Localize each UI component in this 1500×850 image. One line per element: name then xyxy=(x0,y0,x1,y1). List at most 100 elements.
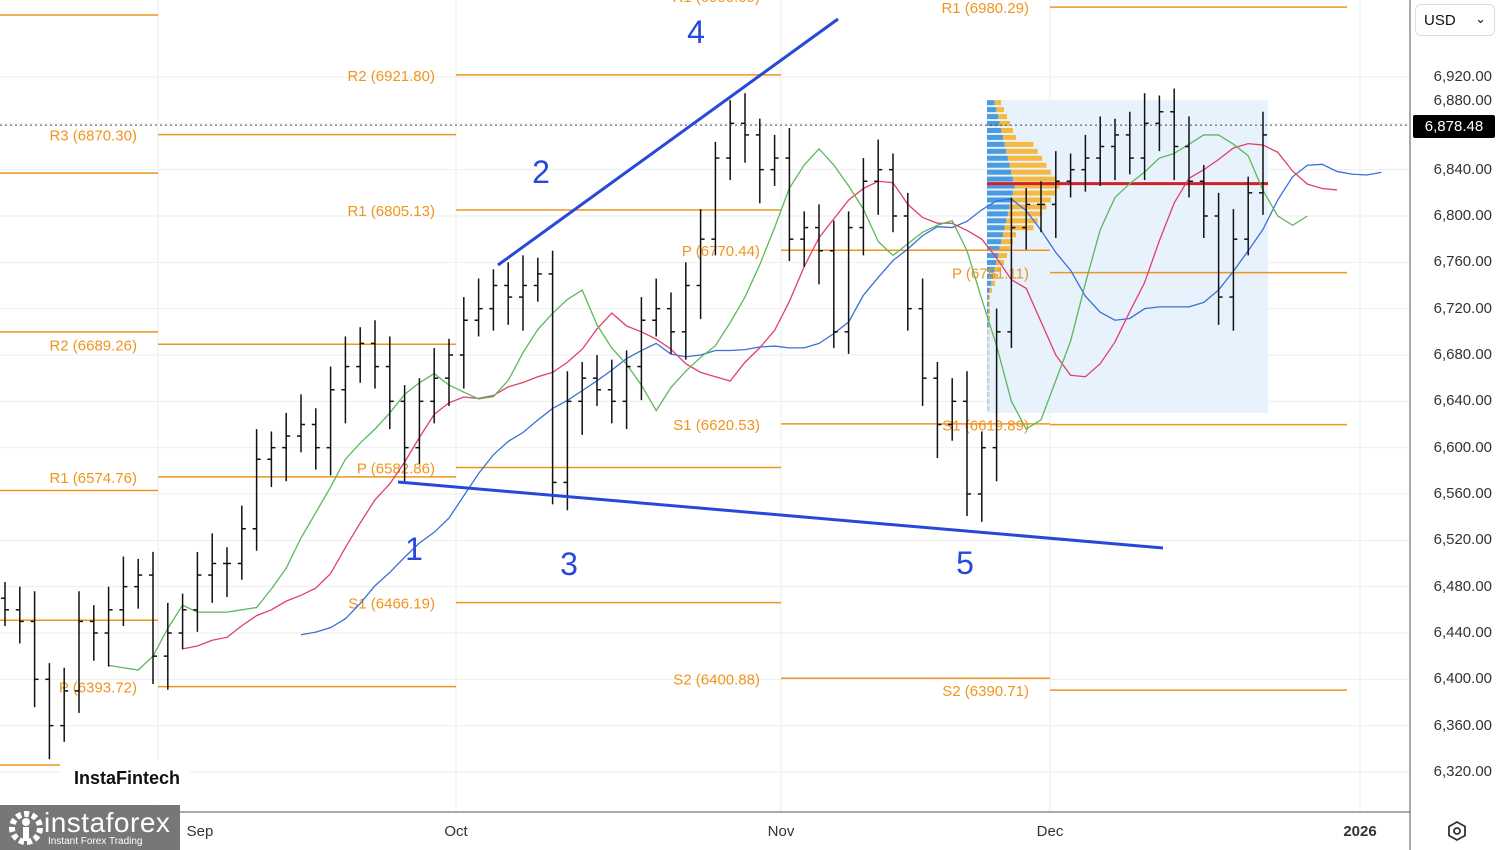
price-tick: 6,880.00 xyxy=(1433,92,1492,110)
volume-bar-down xyxy=(994,100,1001,106)
wave-label-5: 5 xyxy=(956,545,974,581)
price-tick: 6,840.00 xyxy=(1433,160,1492,178)
volume-bar-up xyxy=(987,190,1013,196)
volume-bar-down xyxy=(1006,148,1038,154)
volume-bar-up xyxy=(987,253,998,259)
volume-bar-down xyxy=(988,364,990,370)
volume-bar-down xyxy=(998,253,1007,259)
volume-bar-up xyxy=(987,239,1002,245)
volume-bar-up xyxy=(987,141,1005,147)
volume-bar-down xyxy=(988,399,990,405)
logo-text: instaforex xyxy=(44,807,171,838)
volume-bar-down xyxy=(988,357,990,363)
instafintech-watermark: InstaFintech xyxy=(60,760,190,804)
volume-bar-down xyxy=(988,329,990,335)
pivot-label: R2 (6921.80) xyxy=(347,68,435,85)
volume-bar-down xyxy=(996,107,1004,113)
volume-bar-up xyxy=(987,350,989,356)
volume-bar-up xyxy=(987,204,1010,210)
volume-bar-down xyxy=(1006,218,1038,224)
volume-bar-up xyxy=(987,121,1000,127)
volume-bar-down xyxy=(999,246,1010,252)
pivot-label: S1 (6466.19) xyxy=(348,596,435,613)
volume-bar-down xyxy=(1002,134,1016,140)
chevron-down-icon: ⌄ xyxy=(1475,11,1486,26)
volume-profile-area xyxy=(987,100,1268,413)
volume-bar-down xyxy=(1012,190,1056,196)
settings-icon[interactable] xyxy=(1446,820,1468,842)
pivot-label: R1 (6980.29) xyxy=(941,0,1029,17)
volume-bar-down xyxy=(988,350,990,356)
price-tick: 6,440.00 xyxy=(1433,623,1492,641)
volume-bar-down xyxy=(999,121,1010,127)
price-tick: 6,920.00 xyxy=(1433,68,1492,85)
volume-bar-up xyxy=(987,246,1000,252)
volume-bar-down xyxy=(1009,162,1047,168)
volume-bar-up xyxy=(987,343,989,349)
volume-bar-up xyxy=(987,211,1008,217)
pivot-label: P (6393.72) xyxy=(59,680,137,697)
volume-bar-up xyxy=(987,294,989,300)
volume-bar-up xyxy=(987,148,1007,154)
pivot-label: R1 (6805.13) xyxy=(347,203,435,220)
price-tick: 6,480.00 xyxy=(1433,577,1492,595)
time-label-dec: Dec xyxy=(1036,823,1064,840)
wave-label-2: 2 xyxy=(532,154,550,190)
volume-bar-up xyxy=(987,100,995,106)
price-tick: 6,720.00 xyxy=(1433,299,1492,317)
volume-bar-down xyxy=(1007,211,1043,217)
volume-bar-down xyxy=(994,266,1001,272)
logo-subtext: Instant Forex Trading xyxy=(48,836,143,847)
price-tick: 6,360.00 xyxy=(1433,716,1492,734)
volume-bar-down xyxy=(988,336,990,342)
wave-label-1: 1 xyxy=(405,531,423,567)
volume-bar-up xyxy=(987,280,992,286)
volume-bar-up xyxy=(987,399,989,405)
pivot-label: P (6751.11) xyxy=(952,266,1029,283)
volume-bar-up xyxy=(987,371,989,377)
time-label-sep: Sep xyxy=(186,823,214,840)
volume-bar-down xyxy=(988,343,990,349)
volume-bar-up xyxy=(987,405,989,411)
wave-lower-trendline xyxy=(397,480,1164,550)
volume-bar-down xyxy=(1004,225,1034,231)
volume-bar-up xyxy=(987,308,989,314)
volume-bar-up xyxy=(987,176,1013,182)
time-label-nov: Nov xyxy=(767,823,795,840)
price-tick: 6,800.00 xyxy=(1433,206,1492,224)
volume-bar-up xyxy=(987,260,997,266)
pivot-label: R2 (6689.26) xyxy=(49,337,137,354)
price-tick: 6,640.00 xyxy=(1433,392,1492,410)
volume-bar-up xyxy=(987,162,1010,168)
pivot-label: R1 (6574.76) xyxy=(49,470,137,487)
volume-bar-up xyxy=(987,364,989,370)
volume-bar-down xyxy=(988,378,990,384)
volume-bar-up xyxy=(987,107,997,113)
volume-bar-up xyxy=(987,322,989,328)
teeth-line xyxy=(182,142,1338,650)
time-label-oct: Oct xyxy=(444,823,468,840)
price-tick: 6,600.00 xyxy=(1433,438,1492,456)
pivot-label: S1 (6619.89) xyxy=(942,418,1029,435)
volume-bar-up xyxy=(987,385,989,391)
volume-bar-down xyxy=(988,294,990,300)
volume-bar-up xyxy=(987,357,989,363)
volume-bar-down xyxy=(998,114,1007,120)
volume-bar-up xyxy=(987,392,989,398)
pivot-label: S2 (6390.71) xyxy=(942,683,1029,700)
instaforex-logo: instaforex Instant Forex Trading xyxy=(0,805,180,850)
volume-bar-up xyxy=(987,134,1003,140)
volume-bar-down xyxy=(1009,204,1047,210)
volume-bar-up xyxy=(987,169,1012,175)
pivot-label: S2 (6400.88) xyxy=(673,671,760,688)
gear-logo-icon xyxy=(9,811,43,845)
volume-bar-down xyxy=(1001,239,1013,245)
time-label-2026: 2026 xyxy=(1343,823,1377,840)
volume-bar-down xyxy=(1012,176,1056,182)
price-tick: 6,400.00 xyxy=(1433,670,1492,688)
wave-label-3: 3 xyxy=(560,546,578,582)
currency-select[interactable]: USD ⌄ xyxy=(1415,4,1495,36)
volume-bar-up xyxy=(987,301,989,307)
wave-upper-trendline xyxy=(497,17,839,267)
